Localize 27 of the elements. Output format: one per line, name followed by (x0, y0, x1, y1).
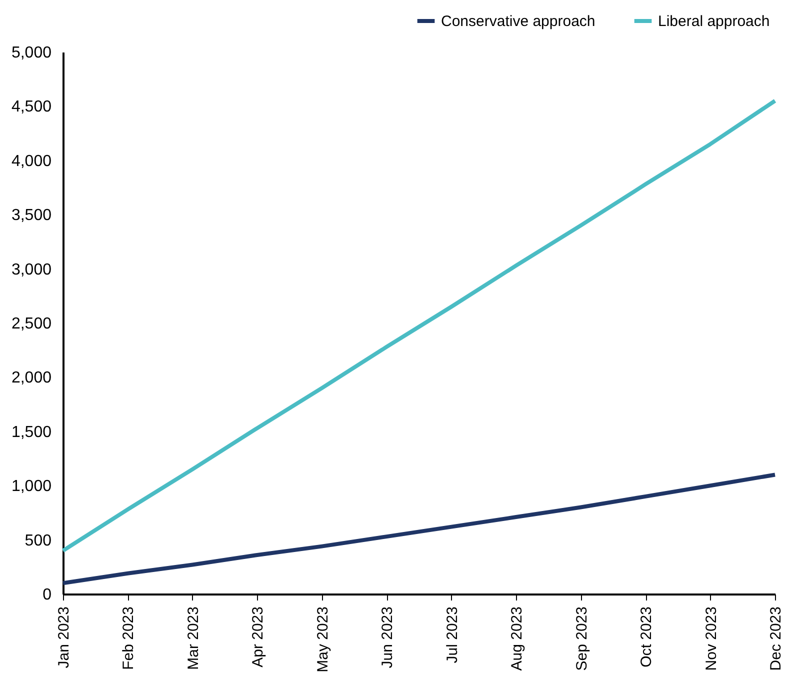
x-tick-label: Jun 2023 (379, 606, 396, 668)
y-tick-label: 4,000 (11, 152, 52, 170)
x-tick-label: Jul 2023 (444, 606, 461, 664)
x-tick-label: Jan 2023 (56, 606, 72, 668)
x-tick-label: Dec 2023 (768, 606, 784, 671)
y-tick-label: 3,500 (11, 207, 52, 224)
y-tick-label: 2,000 (11, 370, 52, 387)
legend-label: Conservative approach (441, 13, 596, 30)
x-tick-label: Sep 2023 (573, 606, 590, 671)
y-tick-label: 4,500 (11, 98, 52, 116)
y-tick-label: 0 (42, 586, 52, 604)
y-tick-label: 1,000 (11, 478, 52, 496)
y-tick-label: 5,000 (11, 44, 52, 62)
x-tick-label: Apr 2023 (250, 606, 267, 668)
x-tick-label: Aug 2023 (508, 606, 526, 671)
line-series (61, 472, 777, 586)
x-tick-label: May 2023 (314, 606, 332, 672)
x-tick-label: Nov 2023 (702, 606, 720, 671)
line-series (61, 98, 777, 553)
y-tick-label: 500 (24, 532, 52, 550)
legend-label: Liberal approach (658, 13, 770, 30)
x-tick-label: Mar 2023 (184, 606, 202, 670)
x-tick-label: Feb 2023 (120, 606, 138, 670)
y-tick-label: 3,000 (11, 261, 52, 278)
y-tick-label: 2,500 (11, 316, 52, 332)
y-tick-label: 1,500 (11, 424, 52, 441)
x-tick-label: Oct 2023 (638, 606, 656, 668)
